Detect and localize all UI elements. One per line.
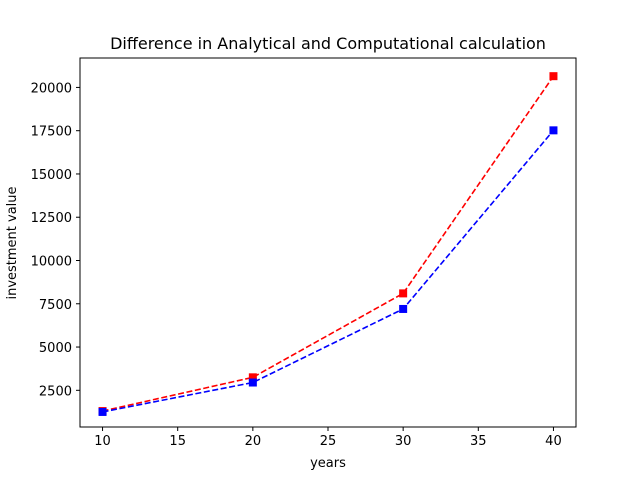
chart-title: Difference in Analytical and Computation… bbox=[110, 34, 546, 53]
series-2-line bbox=[102, 129, 555, 413]
series-1-point bbox=[399, 289, 408, 298]
y-tick-label: 12500 bbox=[31, 211, 72, 226]
y-tick-label: 5000 bbox=[39, 341, 72, 356]
x-tick-label: 30 bbox=[395, 434, 412, 449]
series-2-point bbox=[399, 304, 408, 313]
y-axis-label: investment value bbox=[5, 186, 20, 299]
x-tick-label: 10 bbox=[94, 434, 111, 449]
y-tick-label: 7500 bbox=[39, 298, 72, 313]
plot-frame bbox=[79, 57, 577, 428]
y-tick-label: 10000 bbox=[31, 255, 72, 270]
x-tick-label: 20 bbox=[245, 434, 262, 449]
series-2-point bbox=[98, 407, 107, 416]
series-2-point bbox=[549, 126, 558, 135]
plot-area: 10 15 20 25 30 35 40 2500 5000 7500 10000 12500 1500… bbox=[31, 57, 577, 449]
y-tick-label: 20000 bbox=[31, 81, 72, 96]
series-1-line bbox=[102, 75, 555, 412]
x-tick-label: 40 bbox=[545, 434, 562, 449]
y-tick-label: 2500 bbox=[39, 384, 72, 399]
series-1-point bbox=[549, 72, 558, 81]
series-2-point bbox=[248, 378, 257, 387]
x-tick-label: 15 bbox=[169, 434, 186, 449]
series-1-point bbox=[248, 373, 257, 382]
x-axis-label: years bbox=[310, 456, 346, 471]
y-tick-label: 15000 bbox=[31, 168, 72, 183]
y-tick-label: 17500 bbox=[31, 125, 72, 140]
x-tick-label: 25 bbox=[320, 434, 337, 449]
x-tick-label: 35 bbox=[470, 434, 487, 449]
